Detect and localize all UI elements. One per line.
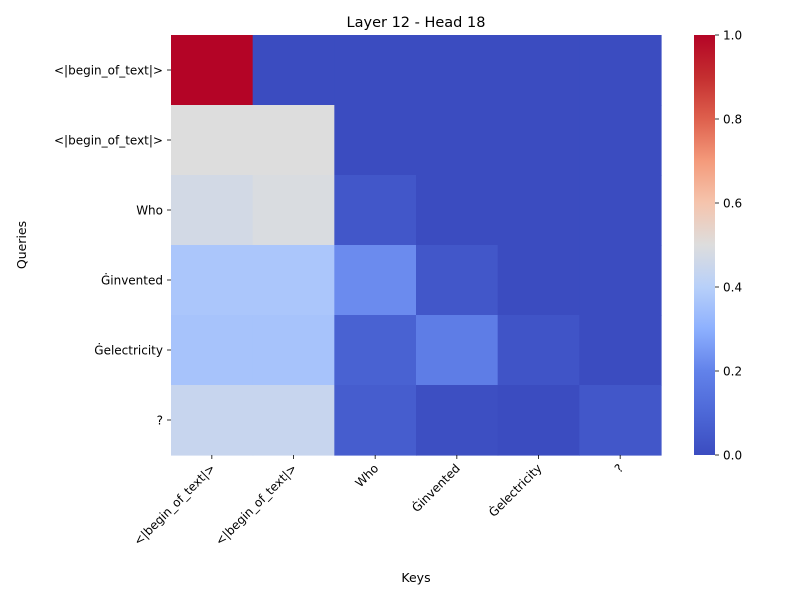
heatmap-cell	[497, 315, 580, 386]
heatmap-cell	[579, 385, 662, 456]
y-axis: <|begin_of_text|> <|begin_of_text|> Who Ġin…	[54, 64, 171, 428]
heatmap-cell	[416, 315, 499, 386]
heatmap-cell	[334, 245, 417, 316]
y-tick-label: ?	[157, 414, 163, 428]
heatmap-cell	[497, 105, 580, 176]
heatmap-cell	[171, 245, 254, 316]
heatmap-cell	[171, 385, 254, 456]
colorbar-tick-label: 0.0	[723, 449, 742, 463]
heatmap-cell	[334, 315, 417, 386]
heatmap-cell	[497, 385, 580, 456]
x-tick-label: <|begin_of_text|>	[131, 461, 218, 548]
heatmap-cell	[579, 105, 662, 176]
colorbar-ticks: 0.0 0.2 0.4 0.6 0.8 1.0	[715, 29, 742, 463]
heatmap-cell	[171, 315, 254, 386]
heatmap-cell	[416, 245, 499, 316]
heatmap-cell	[252, 105, 335, 176]
x-tick-label: <|begin_of_text|>	[213, 461, 300, 548]
colorbar-gradient	[694, 35, 715, 455]
heatmap-cell	[579, 35, 662, 106]
heatmap-cells	[171, 35, 662, 456]
heatmap-cell	[171, 35, 254, 106]
heatmap-cell	[252, 245, 335, 316]
colorbar: 0.0 0.2 0.4 0.6 0.8 1.0	[694, 29, 742, 463]
heatmap-cell	[252, 385, 335, 456]
heatmap-cell	[579, 315, 662, 386]
chart-title: Layer 12 - Head 18	[347, 15, 486, 31]
colorbar-tick-label: 0.8	[723, 113, 742, 127]
heatmap-cell	[579, 175, 662, 246]
y-tick-label: <|begin_of_text|>	[54, 134, 163, 148]
heatmap-cell	[334, 175, 417, 246]
heatmap-cell	[252, 175, 335, 246]
heatmap-cell	[497, 175, 580, 246]
heatmap-cell	[334, 105, 417, 176]
x-tick-label: Ġinvented	[408, 460, 463, 515]
x-tick-label: Who	[352, 461, 381, 490]
x-tick-label: Ġelectricity	[485, 460, 545, 520]
heatmap-cell	[416, 175, 499, 246]
y-tick-label: Ġelectricity	[94, 342, 163, 358]
heatmap-cell	[416, 105, 499, 176]
y-tick-label: Ġinvented	[101, 272, 163, 288]
heatmap-cell	[579, 245, 662, 316]
heatmap-cell	[252, 35, 335, 106]
y-tick-label: <|begin_of_text|>	[54, 64, 163, 78]
heatmap-cell	[416, 35, 499, 106]
heatmap-cell	[334, 385, 417, 456]
heatmap-cell	[334, 35, 417, 106]
x-axis: <|begin_of_text|><|begin_of_text|> Who Ġin…	[131, 455, 626, 548]
x-tick-label: ?	[612, 461, 626, 475]
heatmap-cell	[252, 315, 335, 386]
heatmap-cell	[171, 175, 254, 246]
heatmap-cell	[416, 385, 499, 456]
heatmap-cell	[497, 245, 580, 316]
y-axis-label: Queries	[14, 221, 29, 269]
colorbar-tick-label: 0.6	[723, 197, 742, 211]
y-tick-label: Who	[136, 204, 163, 218]
colorbar-tick-label: 1.0	[723, 29, 742, 43]
colorbar-tick-label: 0.4	[723, 281, 742, 295]
heatmap-cell	[171, 105, 254, 176]
colorbar-tick-label: 0.2	[723, 365, 742, 379]
x-axis-label: Keys	[401, 570, 430, 585]
heatmap-cell	[497, 35, 580, 106]
